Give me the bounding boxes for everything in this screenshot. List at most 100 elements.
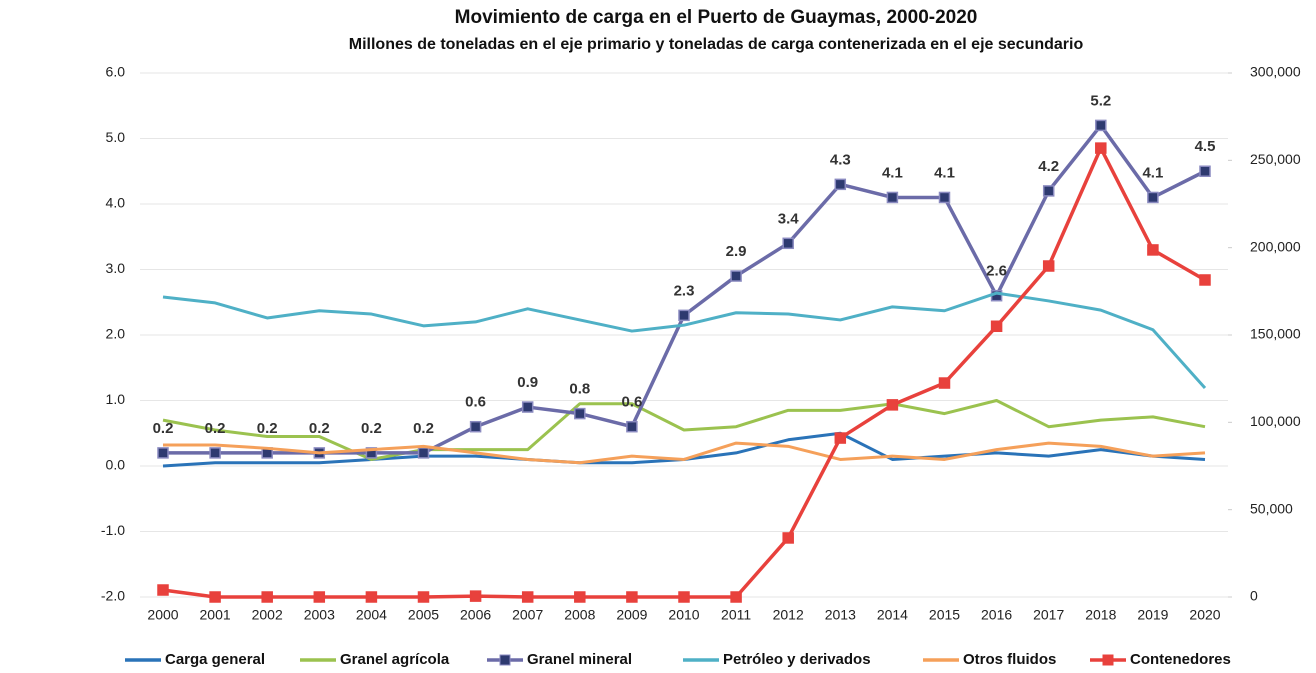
- y-tick-label: 1.0: [106, 391, 126, 407]
- legend-label: Granel agrícola: [340, 651, 450, 668]
- point-marker: [1042, 260, 1055, 272]
- y2-tick-label: 0: [1250, 588, 1258, 604]
- point-marker: [782, 237, 794, 250]
- point-marker: [365, 447, 378, 459]
- x-tick-label: 2011: [721, 607, 751, 623]
- point-marker: [886, 191, 899, 204]
- legend-label: Granel mineral: [527, 651, 632, 668]
- y-tick-label: 0.0: [106, 457, 126, 473]
- point-marker: [365, 591, 378, 603]
- data-label: 3.4: [778, 210, 800, 227]
- data-label: 0.2: [309, 420, 330, 437]
- legend-label: Contenedores: [1130, 651, 1231, 668]
- x-tick-label: 2000: [147, 607, 178, 623]
- point-marker: [209, 591, 221, 603]
- legend-marker: [499, 654, 511, 666]
- series-line: [162, 291, 1207, 390]
- y-tick-label: 5.0: [106, 129, 126, 145]
- x-tick-label: 2008: [564, 607, 595, 623]
- point-marker: [886, 399, 899, 411]
- data-label: 4.2: [1038, 158, 1059, 175]
- x-tick-label: 2004: [356, 607, 387, 623]
- point-marker: [626, 420, 638, 433]
- data-label: 2.3: [674, 282, 695, 299]
- point-marker: [834, 432, 847, 444]
- x-tick-label: 2014: [877, 607, 908, 623]
- data-label: 0.2: [361, 420, 382, 437]
- x-tick-label: 2001: [200, 607, 231, 623]
- point-marker: [157, 447, 169, 459]
- point-marker: [1147, 244, 1159, 256]
- series-line: [162, 146, 1206, 599]
- y-tick-label: -1.0: [101, 522, 125, 538]
- chart-title: Movimiento de carga en el Puerto de Guay…: [455, 7, 978, 28]
- data-label: 0.9: [517, 374, 538, 391]
- x-tick-label: 2012: [773, 607, 804, 623]
- point-marker: [730, 270, 742, 282]
- x-tick-label: 2005: [408, 607, 439, 623]
- data-label: 0.6: [621, 394, 642, 411]
- data-label: 0.2: [205, 420, 226, 437]
- data-label: 0.6: [465, 394, 486, 411]
- x-tick-label: 2010: [668, 607, 699, 623]
- legend-marker: [1102, 654, 1114, 666]
- point-marker: [938, 191, 951, 204]
- series-line: [163, 441, 1206, 465]
- point-marker: [417, 591, 430, 603]
- x-tick-label: 2009: [616, 607, 647, 623]
- x-tick-label: 2013: [825, 607, 856, 623]
- point-marker: [678, 591, 690, 603]
- point-marker: [209, 447, 221, 459]
- point-marker: [938, 377, 951, 389]
- data-label: 5.2: [1090, 92, 1111, 109]
- y2-tick-label: 200,000: [1250, 238, 1301, 254]
- point-marker: [834, 178, 847, 191]
- data-label: 0.2: [153, 420, 174, 437]
- y2-tick-label: 150,000: [1250, 326, 1301, 342]
- y2-tick-label: 100,000: [1250, 413, 1301, 429]
- y2-tick-label: 250,000: [1250, 151, 1301, 167]
- y2-tick-label: 300,000: [1250, 64, 1301, 80]
- x-tick-label: 2018: [1085, 607, 1116, 623]
- legend-label: Carga general: [165, 651, 265, 668]
- point-marker: [313, 591, 326, 603]
- point-marker: [1095, 142, 1107, 154]
- x-tick-label: 2006: [460, 607, 491, 623]
- point-marker: [417, 447, 430, 459]
- data-label: 0.8: [569, 381, 590, 398]
- x-tick-label: 2003: [304, 607, 335, 623]
- legend-label: Petróleo y derivados: [723, 651, 871, 668]
- point-marker: [469, 420, 482, 433]
- point-marker: [730, 591, 742, 603]
- data-label: 4.3: [830, 151, 851, 168]
- point-marker: [1095, 119, 1107, 132]
- point-marker: [261, 591, 273, 603]
- point-marker: [521, 591, 534, 603]
- x-tick-label: 2015: [929, 607, 960, 623]
- y-tick-label: 6.0: [106, 64, 126, 80]
- chart-subtitle: Millones de toneladas en el eje primario…: [349, 36, 1084, 53]
- data-label: 4.1: [882, 164, 903, 181]
- data-label: 4.1: [1142, 164, 1163, 181]
- point-marker: [521, 401, 534, 413]
- y2-tick-label: 50,000: [1250, 500, 1293, 516]
- series-line: [162, 399, 1206, 461]
- point-marker: [1042, 185, 1055, 197]
- x-tick-label: 2019: [1137, 607, 1168, 623]
- point-marker: [990, 320, 1003, 333]
- x-tick-label: 2007: [512, 607, 543, 623]
- x-tick-label: 2002: [252, 607, 283, 623]
- point-marker: [1199, 165, 1211, 177]
- y-tick-label: 3.0: [106, 260, 126, 276]
- point-marker: [574, 591, 586, 603]
- point-marker: [626, 591, 638, 603]
- data-label: 4.1: [934, 164, 955, 181]
- point-marker: [782, 532, 794, 544]
- data-label: 0.2: [257, 420, 278, 437]
- data-label: 2.6: [986, 263, 1007, 280]
- point-marker: [678, 309, 690, 322]
- data-label: 4.5: [1195, 138, 1216, 155]
- x-tick-label: 2020: [1189, 607, 1220, 623]
- data-label: 0.2: [413, 420, 434, 437]
